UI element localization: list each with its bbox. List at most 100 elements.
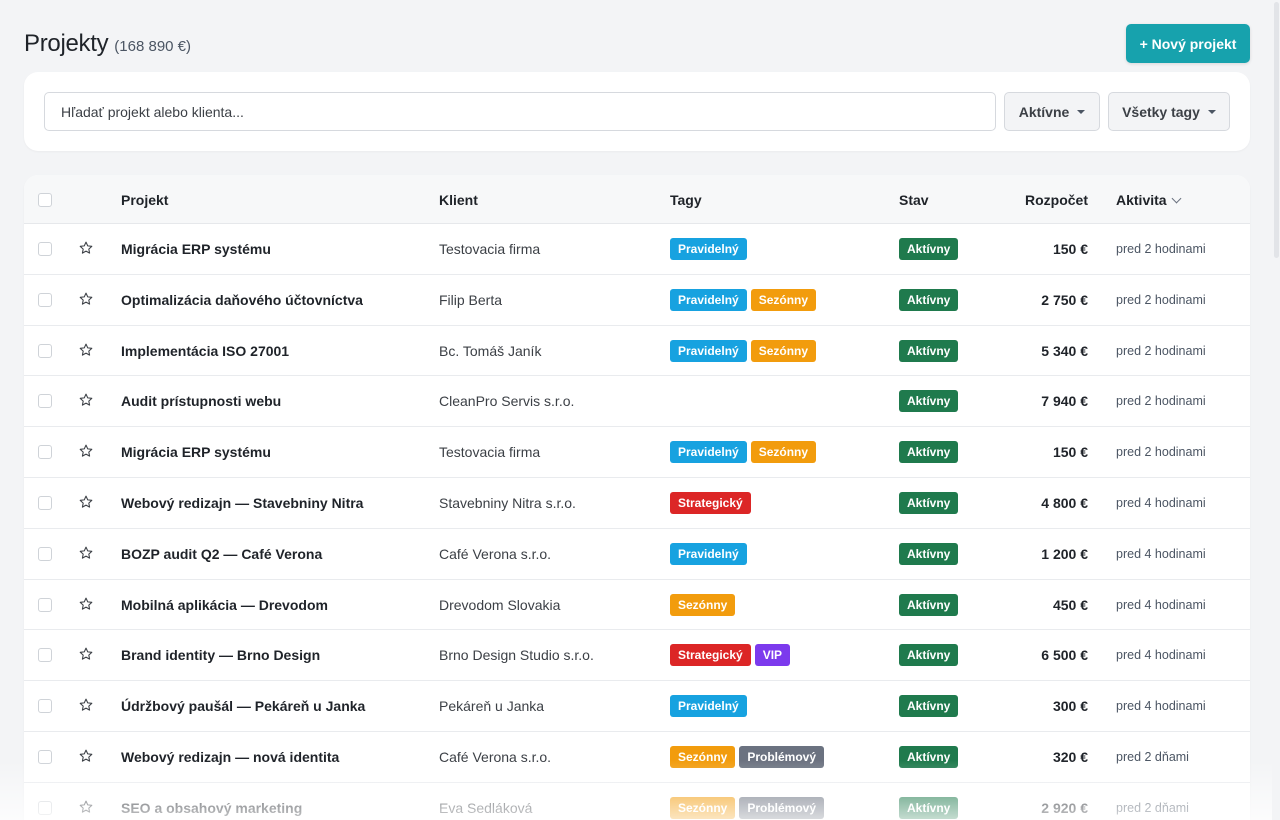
table-row[interactable]: Brand identity — Brno Design Brno Design … — [24, 630, 1250, 682]
row-checkbox[interactable] — [38, 699, 52, 714]
table-row[interactable]: Migrácia ERP systému Testovacia firma Prav… — [24, 224, 1250, 275]
star-icon[interactable] — [78, 392, 94, 408]
tag-badge: Pravidelný — [670, 542, 747, 565]
row-checkbox[interactable] — [38, 343, 52, 358]
status-filter-label: Aktívne — [1018, 103, 1070, 120]
status-cell: Aktívny — [899, 695, 959, 718]
tag-badge: Strategický — [670, 491, 751, 514]
status-badge: Aktívny — [899, 339, 959, 362]
star-icon[interactable] — [78, 443, 94, 459]
table-row[interactable]: Údržbový paušál — Pekáreň u Janka Pekáreň… — [24, 681, 1250, 732]
column-header-activity[interactable]: Aktivita — [1116, 192, 1182, 208]
client-name: Café Verona s.r.o. — [439, 545, 552, 562]
table-row[interactable]: Webový redizajn — Stavebniny Nitra Staveb… — [24, 478, 1250, 529]
title-group: Projekty (168 890 €) — [24, 30, 191, 58]
client-name: Bc. Tomáš Janík — [439, 342, 542, 359]
status-cell: Aktívny — [899, 390, 959, 413]
project-name[interactable]: Migrácia ERP systému — [121, 241, 271, 257]
status-badge: Aktívny — [899, 593, 959, 616]
column-header-status[interactable]: Stav — [899, 192, 929, 208]
star-icon[interactable] — [78, 596, 94, 612]
project-name[interactable]: Webový redizajn — Stavebniny Nitra — [121, 494, 364, 511]
column-header-project[interactable]: Projekt — [121, 192, 169, 208]
column-header-client[interactable]: Klient — [439, 192, 478, 208]
new-project-button[interactable]: + Nový projekt — [1126, 24, 1250, 63]
row-checkbox[interactable] — [38, 445, 52, 460]
client-name: Filip Berta — [439, 291, 503, 308]
project-name[interactable]: Optimalizácia daňového účtovníctva — [121, 291, 363, 308]
tag-badge: Problémový — [739, 745, 825, 768]
project-name[interactable]: Implementácia ISO 27001 — [121, 342, 290, 359]
status-cell: Aktívny — [899, 238, 959, 260]
table-row[interactable]: Webový redizajn — nová identita Café Vero… — [24, 732, 1250, 783]
status-cell: Aktívny — [899, 644, 959, 667]
project-name[interactable]: Audit prístupnosti webu — [121, 393, 282, 410]
scrollbar-thumb[interactable] — [1274, 2, 1279, 258]
row-checkbox[interactable] — [38, 394, 52, 409]
table-row[interactable]: Optimalizácia daňového účtovníctva Filip … — [24, 275, 1250, 326]
activity-time: pred 4 hodinami — [1116, 699, 1206, 714]
budget-value: 4 800 € — [1041, 494, 1088, 511]
row-checkbox[interactable] — [38, 546, 52, 561]
status-cell: Aktívny — [899, 542, 959, 565]
tags-cell: Pravidelný Sezónny — [670, 288, 817, 311]
column-header-budget[interactable]: Rozpočet — [1025, 192, 1088, 208]
row-checkbox[interactable] — [38, 495, 52, 510]
row-checkbox[interactable] — [38, 597, 52, 612]
project-name[interactable]: Migrácia ERP systému — [121, 444, 271, 461]
project-name[interactable]: Údržbový paušál — Pekáreň u Janka — [121, 698, 366, 715]
star-icon[interactable] — [78, 646, 94, 662]
table-row[interactable]: Implementácia ISO 27001 Bc. Tomáš Janík Pr… — [24, 326, 1250, 377]
select-all-checkbox[interactable] — [38, 193, 52, 207]
project-name[interactable]: Mobilná aplikácia — Drevodom — [121, 596, 328, 613]
star-icon[interactable] — [78, 697, 94, 713]
tags-filter-label: Všetky tagy — [1122, 103, 1200, 120]
row-checkbox[interactable] — [38, 242, 52, 256]
filter-bar: Aktívne Všetky tagy — [24, 72, 1250, 151]
column-header-tags[interactable]: Tagy — [670, 192, 702, 208]
star-icon[interactable] — [78, 494, 94, 510]
tag-badge: Sezónny — [670, 796, 736, 819]
search-input[interactable] — [44, 92, 996, 131]
budget-value: 150 € — [1052, 241, 1088, 257]
row-checkbox[interactable] — [38, 800, 52, 815]
tag-badge: Sezónny — [670, 745, 736, 768]
table-row[interactable]: Mobilná aplikácia — Drevodom Drevodom Slo… — [24, 580, 1250, 631]
status-cell: Aktívny — [899, 339, 959, 362]
table-row[interactable]: BOZP audit Q2 — Café Verona Café Verona s… — [24, 529, 1250, 580]
table-row[interactable]: SEO a obsahový marketing Eva Sedláková Sez… — [24, 783, 1250, 820]
row-checkbox[interactable] — [38, 292, 52, 307]
row-checkbox[interactable] — [38, 648, 52, 663]
row-checkbox[interactable] — [38, 749, 52, 764]
status-badge: Aktívny — [899, 288, 959, 311]
client-name: Testovacia firma — [439, 444, 541, 461]
project-name[interactable]: Webový redizajn — nová identita — [121, 748, 340, 765]
client-name: Stavebniny Nitra s.r.o. — [439, 494, 576, 511]
table-row[interactable]: Audit prístupnosti webu CleanPro Servis s… — [24, 376, 1250, 428]
project-name[interactable]: BOZP audit Q2 — Café Verona — [121, 545, 323, 562]
table-header: Projekt Klient Tagy Stav Rozpočet Aktivi… — [24, 175, 1250, 224]
table-row[interactable]: Migrácia ERP systému Testovacia firma Prav… — [24, 427, 1250, 478]
tag-badge: Problémový — [739, 796, 825, 819]
client-name: CleanPro Servis s.r.o. — [439, 393, 575, 410]
budget-value: 2 920 € — [1041, 799, 1088, 816]
star-icon[interactable] — [78, 342, 94, 358]
caret-down-icon — [1207, 109, 1216, 114]
star-icon[interactable] — [78, 748, 94, 764]
project-name[interactable]: SEO a obsahový marketing — [121, 799, 303, 816]
star-icon[interactable] — [78, 240, 94, 256]
budget-value: 450 € — [1052, 596, 1088, 613]
status-cell: Aktívny — [899, 288, 959, 311]
page-scrollbar[interactable] — [1272, 0, 1280, 820]
projects-page: Projekty (168 890 €) + Nový projekt Aktí… — [24, 0, 1250, 820]
project-name[interactable]: Brand identity — Brno Design — [121, 647, 321, 664]
star-icon[interactable] — [78, 291, 94, 307]
tags-cell: Sezónny — [670, 593, 736, 616]
star-icon[interactable] — [78, 799, 94, 815]
star-icon[interactable] — [78, 545, 94, 561]
tag-badge: Pravidelný — [670, 441, 747, 464]
tag-badge: Pravidelný — [670, 339, 747, 362]
tags-filter-select[interactable]: Všetky tagy — [1108, 92, 1230, 131]
status-filter-select[interactable]: Aktívne — [1004, 92, 1100, 131]
status-cell: Aktívny — [899, 441, 959, 464]
